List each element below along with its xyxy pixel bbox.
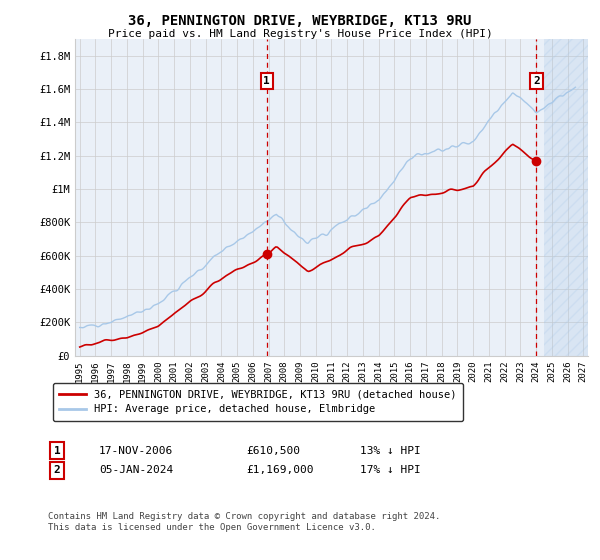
Text: 36, PENNINGTON DRIVE, WEYBRIDGE, KT13 9RU: 36, PENNINGTON DRIVE, WEYBRIDGE, KT13 9R… <box>128 14 472 28</box>
Text: £1,169,000: £1,169,000 <box>246 465 314 475</box>
Text: Price paid vs. HM Land Registry's House Price Index (HPI): Price paid vs. HM Land Registry's House … <box>107 29 493 39</box>
Text: 13% ↓ HPI: 13% ↓ HPI <box>360 446 421 456</box>
Text: 2: 2 <box>53 465 61 475</box>
Text: 1: 1 <box>263 76 270 86</box>
Text: 2: 2 <box>533 76 540 86</box>
Text: £610,500: £610,500 <box>246 446 300 456</box>
Text: 17-NOV-2006: 17-NOV-2006 <box>99 446 173 456</box>
Legend: 36, PENNINGTON DRIVE, WEYBRIDGE, KT13 9RU (detached house), HPI: Average price, : 36, PENNINGTON DRIVE, WEYBRIDGE, KT13 9R… <box>53 383 463 421</box>
Text: 17% ↓ HPI: 17% ↓ HPI <box>360 465 421 475</box>
Text: Contains HM Land Registry data © Crown copyright and database right 2024.
This d: Contains HM Land Registry data © Crown c… <box>48 512 440 532</box>
Text: 05-JAN-2024: 05-JAN-2024 <box>99 465 173 475</box>
Bar <box>544 39 591 356</box>
Text: 1: 1 <box>53 446 61 456</box>
